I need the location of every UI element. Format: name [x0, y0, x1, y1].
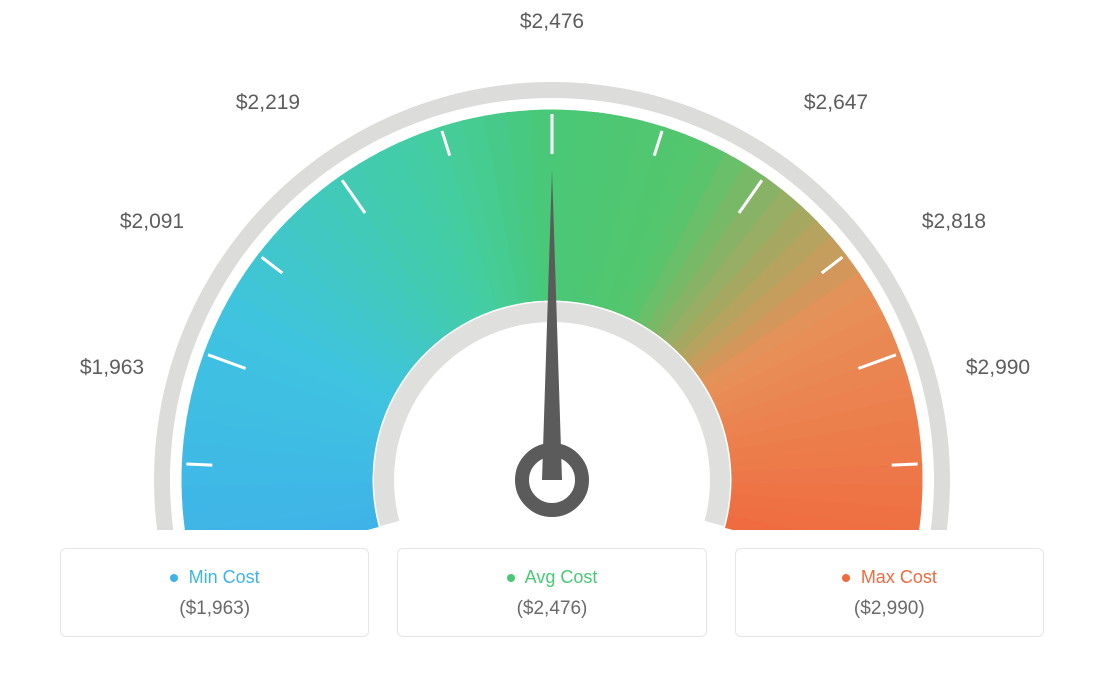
min-dot-icon	[170, 574, 178, 582]
min-cost-label: Min Cost	[71, 567, 358, 588]
avg-dot-icon	[507, 574, 515, 582]
max-cost-card: Max Cost ($2,990)	[735, 548, 1044, 637]
max-cost-value: ($2,990)	[746, 598, 1033, 620]
max-label-text: Max Cost	[861, 567, 937, 587]
avg-cost-label: Avg Cost	[408, 567, 695, 588]
gauge-chart: $1,963 $2,091 $2,219 $2,476 $2,647 $2,818 $2,9…	[0, 0, 1104, 530]
min-cost-value: ($1,963)	[71, 598, 358, 620]
min-cost-card: Min Cost ($1,963)	[60, 548, 369, 637]
gauge-tick-label: $2,990	[966, 356, 1030, 380]
max-cost-label: Max Cost	[746, 567, 1033, 588]
min-label-text: Min Cost	[189, 567, 260, 587]
gauge-tick-label: $2,647	[804, 91, 868, 115]
max-dot-icon	[842, 574, 850, 582]
gauge-tick-label: $2,219	[236, 91, 300, 115]
cost-cards-row: Min Cost ($1,963) Avg Cost ($2,476) Max …	[0, 530, 1104, 637]
avg-cost-card: Avg Cost ($2,476)	[397, 548, 706, 637]
gauge-svg	[0, 0, 1104, 530]
gauge-tick-label: $2,818	[922, 210, 986, 234]
avg-cost-value: ($2,476)	[408, 598, 695, 620]
gauge-tick-label: $2,091	[120, 210, 184, 234]
avg-label-text: Avg Cost	[525, 567, 598, 587]
gauge-tick-label: $2,476	[520, 10, 584, 34]
gauge-tick-label: $1,963	[80, 356, 144, 380]
